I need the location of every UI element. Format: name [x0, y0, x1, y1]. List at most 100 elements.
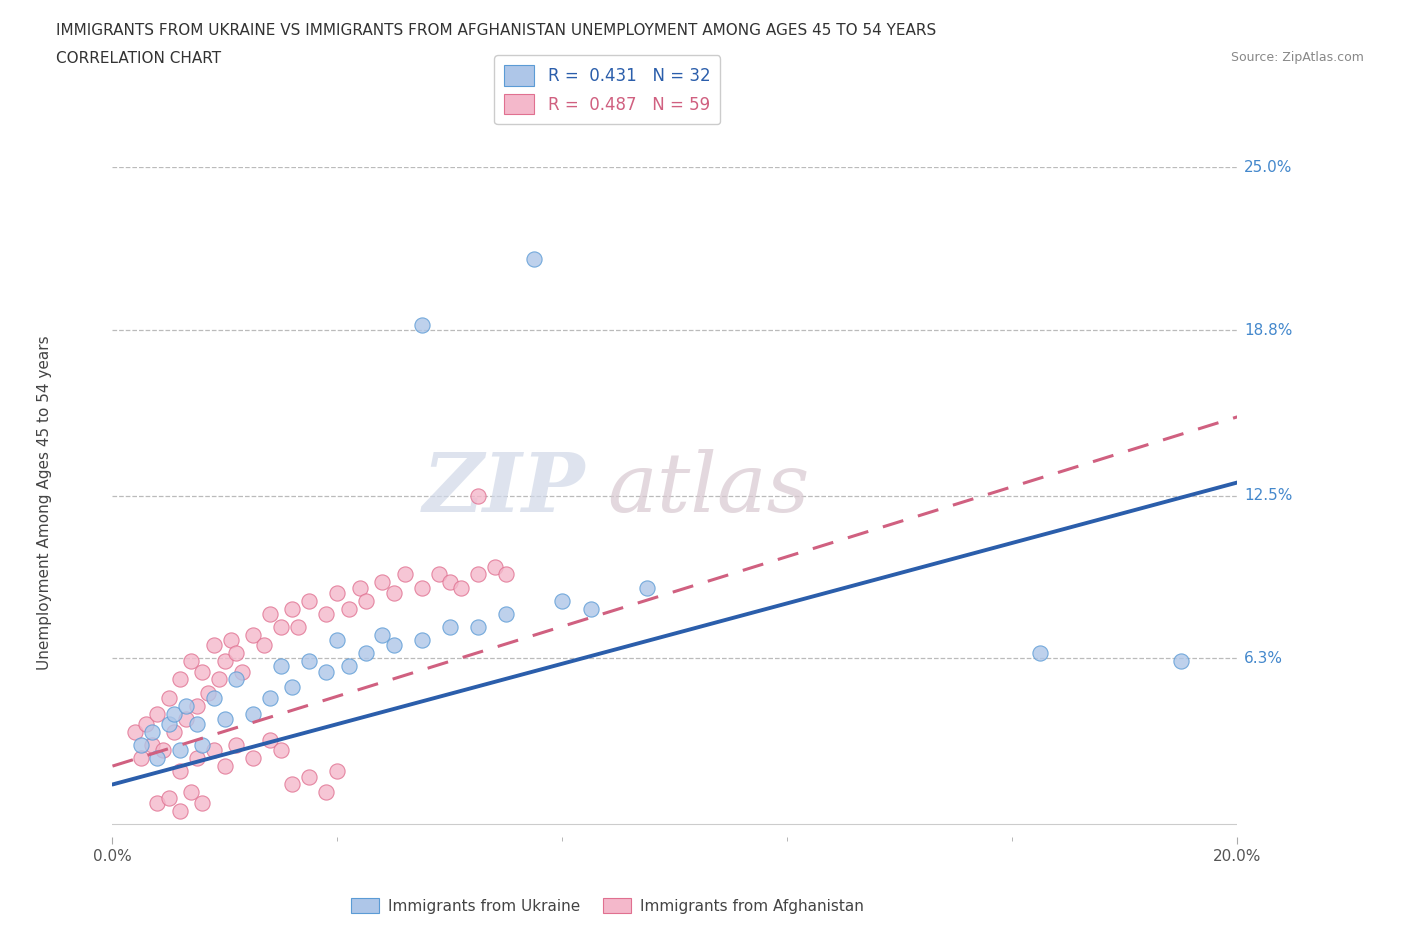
Point: [157, 790, 180, 805]
Point: [169, 764, 191, 778]
Point: [281, 601, 304, 616]
Point: [253, 638, 276, 653]
Point: [337, 601, 360, 616]
Point: [326, 764, 349, 778]
Point: [186, 698, 208, 713]
Point: [349, 580, 371, 595]
Point: [191, 795, 214, 810]
Point: [129, 751, 152, 765]
Point: [326, 585, 349, 600]
Point: [1029, 645, 1052, 660]
Point: [242, 751, 264, 765]
Point: [146, 751, 169, 765]
Point: [191, 664, 214, 679]
Point: [141, 724, 163, 739]
Text: CORRELATION CHART: CORRELATION CHART: [56, 51, 221, 66]
Point: [169, 672, 191, 687]
Point: [270, 743, 292, 758]
Point: [270, 619, 292, 634]
Point: [439, 619, 461, 634]
Point: [270, 658, 292, 673]
Point: [208, 672, 231, 687]
Point: [281, 680, 304, 695]
Point: [298, 593, 321, 608]
Point: [214, 654, 236, 669]
Point: [382, 585, 405, 600]
Point: [214, 759, 236, 774]
Text: IMMIGRANTS FROM UKRAINE VS IMMIGRANTS FROM AFGHANISTAN UNEMPLOYMENT AMONG AGES 4: IMMIGRANTS FROM UKRAINE VS IMMIGRANTS FR…: [56, 23, 936, 38]
Point: [180, 654, 202, 669]
Point: [202, 690, 225, 705]
Point: [219, 632, 242, 647]
Text: Source: ZipAtlas.com: Source: ZipAtlas.com: [1230, 51, 1364, 64]
Point: [214, 711, 236, 726]
Text: 12.5%: 12.5%: [1244, 488, 1292, 503]
Point: [287, 619, 309, 634]
Point: [495, 567, 517, 582]
Point: [146, 795, 169, 810]
Point: [169, 743, 191, 758]
Point: [259, 733, 281, 748]
Point: [163, 706, 186, 721]
Point: [163, 724, 186, 739]
Point: [152, 743, 174, 758]
Text: ZIP: ZIP: [422, 449, 585, 529]
Point: [382, 638, 405, 653]
Point: [186, 751, 208, 765]
Point: [225, 645, 247, 660]
Point: [124, 724, 146, 739]
Point: [354, 645, 377, 660]
Point: [225, 737, 247, 752]
Point: [298, 654, 321, 669]
Point: [411, 580, 433, 595]
Point: [394, 567, 416, 582]
Point: [174, 698, 197, 713]
Point: [579, 601, 602, 616]
Point: [157, 690, 180, 705]
Point: [427, 567, 450, 582]
Text: 6.3%: 6.3%: [1244, 651, 1284, 666]
Point: [326, 632, 349, 647]
Point: [484, 559, 506, 574]
Point: [242, 706, 264, 721]
Point: [197, 685, 219, 700]
Text: atlas: atlas: [607, 449, 810, 529]
Point: [191, 737, 214, 752]
Point: [371, 575, 394, 590]
Point: [315, 606, 337, 621]
Text: Unemployment Among Ages 45 to 54 years: Unemployment Among Ages 45 to 54 years: [38, 335, 52, 670]
Point: [467, 619, 489, 634]
Point: [141, 737, 163, 752]
Legend: Immigrants from Ukraine, Immigrants from Afghanistan: Immigrants from Ukraine, Immigrants from…: [344, 892, 870, 920]
Point: [231, 664, 253, 679]
Point: [135, 717, 157, 732]
Point: [551, 593, 574, 608]
Point: [242, 628, 264, 643]
Point: [169, 804, 191, 818]
Point: [315, 664, 337, 679]
Point: [259, 690, 281, 705]
Point: [450, 580, 472, 595]
Point: [354, 593, 377, 608]
Point: [337, 658, 360, 673]
Point: [467, 567, 489, 582]
Point: [202, 743, 225, 758]
Point: [411, 632, 433, 647]
Point: [636, 580, 658, 595]
Text: 18.8%: 18.8%: [1244, 323, 1292, 338]
Point: [157, 717, 180, 732]
Point: [495, 606, 517, 621]
Point: [186, 717, 208, 732]
Point: [146, 706, 169, 721]
Point: [439, 575, 461, 590]
Point: [281, 777, 304, 792]
Point: [315, 785, 337, 800]
Point: [371, 628, 394, 643]
Point: [180, 785, 202, 800]
Point: [129, 737, 152, 752]
Point: [298, 769, 321, 784]
Point: [174, 711, 197, 726]
Text: 25.0%: 25.0%: [1244, 160, 1292, 175]
Point: [1170, 654, 1192, 669]
Point: [225, 672, 247, 687]
